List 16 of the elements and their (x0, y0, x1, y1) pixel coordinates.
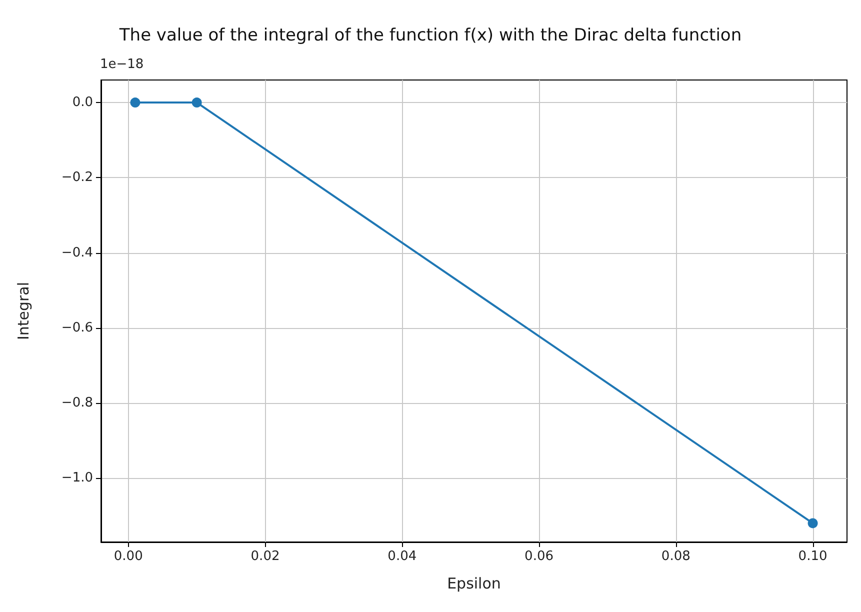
x-tick-label: 0.00 (114, 549, 143, 564)
y-tick-label: 0.0 (72, 95, 93, 110)
x-tick-label: 0.02 (250, 549, 280, 564)
y-tick-label: −0.8 (61, 396, 93, 411)
text: 1e−18 (100, 57, 144, 72)
x-tick-label: 0.04 (388, 549, 417, 564)
y-axis-title: Integral (14, 282, 32, 340)
chart-title: The value of the integral of the function f(x) with the Dirac delta function (118, 26, 742, 46)
x-tick-label: 0.06 (524, 549, 554, 564)
y-tick-label: −0.2 (61, 170, 93, 186)
x-tick-label: 0.10 (798, 549, 828, 564)
y-tick-label: −1.0 (61, 470, 93, 486)
y-tick-label: −0.6 (61, 320, 93, 336)
x-axis-title: Epsilon (447, 574, 501, 592)
y-tick-label: −0.4 (61, 245, 93, 260)
x-tick-label: 0.08 (661, 549, 690, 564)
